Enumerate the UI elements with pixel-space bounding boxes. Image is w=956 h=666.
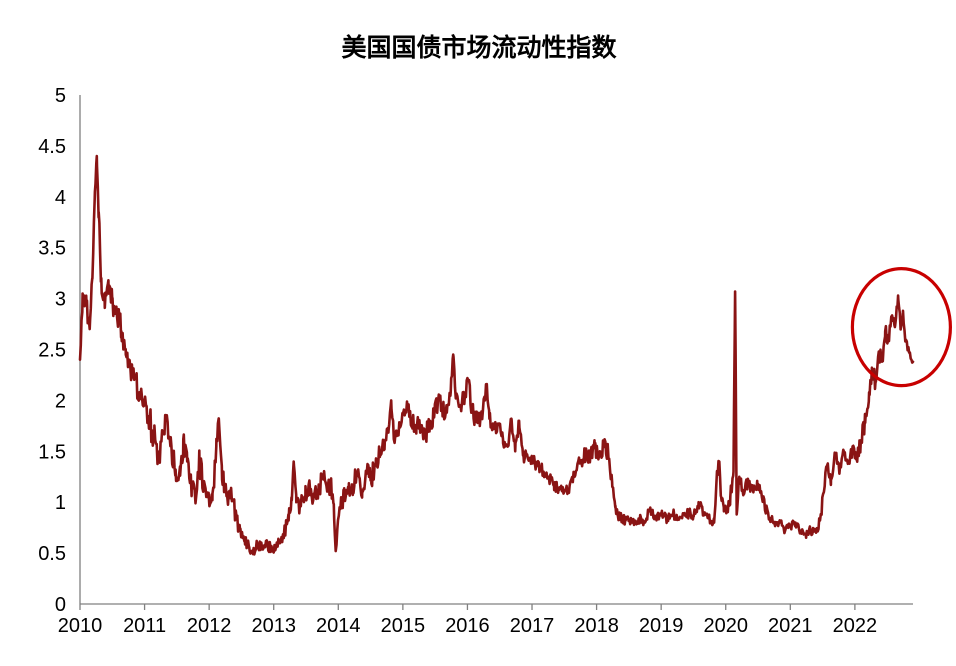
x-tick-label: 2015 — [381, 615, 426, 637]
x-tick-label: 2020 — [703, 615, 748, 637]
y-tick-label: 4.5 — [38, 136, 66, 158]
x-tick-label: 2010 — [58, 615, 103, 637]
x-tick-label: 2012 — [187, 615, 232, 637]
x-tick-label: 2016 — [445, 615, 490, 637]
x-tick-label: 2022 — [833, 615, 878, 637]
y-tick-label: 2.5 — [38, 340, 66, 362]
x-axis: 2010 2011 2012 2013 2014 2015 2016 2017 2018 2019… — [58, 603, 913, 637]
y-tick-label: 3 — [55, 289, 66, 311]
y-tick-label: 5 — [55, 85, 66, 107]
y-tick-label: 1 — [55, 492, 66, 514]
x-tick-label: 2014 — [316, 615, 361, 637]
chart-title: 美国国债市场流动性指数 — [341, 33, 617, 62]
y-tick-label: 4 — [55, 187, 66, 209]
x-tick-label: 2017 — [510, 615, 555, 637]
x-tick-label: 2011 — [123, 615, 166, 637]
y-axis: 0 0.5 1 1.5 2 2.5 3 3.5 4 4.5 5 — [38, 85, 81, 616]
y-tick-label: 3.5 — [38, 238, 66, 260]
y-tick-label: 0.5 — [38, 543, 66, 565]
x-tick-label: 2018 — [574, 615, 619, 637]
y-tick-label: 1.5 — [38, 441, 66, 463]
y-tick-label: 2 — [55, 390, 66, 412]
series-line — [78, 154, 915, 556]
y-tick-label: 0 — [55, 594, 66, 616]
x-tick-label: 2021 — [768, 615, 813, 637]
x-tick-label: 2013 — [251, 615, 296, 637]
highlight-ellipse — [850, 267, 953, 388]
x-tick-label: 2019 — [639, 615, 684, 637]
